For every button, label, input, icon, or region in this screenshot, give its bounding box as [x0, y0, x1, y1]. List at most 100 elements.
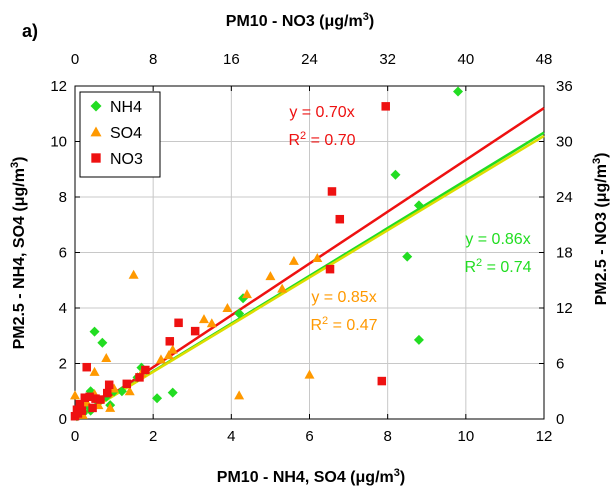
- no3-point: [96, 395, 105, 404]
- no3-point: [75, 399, 85, 409]
- x-top-tick-label: 48: [536, 51, 553, 68]
- nh4-fit-r2: R2 = 0.74: [464, 257, 531, 276]
- nh4-point: [453, 86, 464, 97]
- y-left-title-sup: 3: [9, 162, 21, 168]
- no3-point: [82, 362, 91, 372]
- so4-fit-r2-sup: 2: [322, 315, 328, 327]
- x-bottom-tick-label: 10: [457, 428, 474, 445]
- so4-fit-r2: R2 = 0.47: [310, 315, 377, 334]
- so4-point: [124, 386, 135, 396]
- no3-fit-r2-prefix: R: [288, 132, 300, 149]
- x-top-tick-label: 0: [71, 51, 79, 68]
- y-left-tick-label: 6: [59, 245, 67, 262]
- y-right-title-part2: g/m: [593, 164, 610, 192]
- legend-label-nh4: NH4: [110, 99, 142, 116]
- no3-point: [73, 409, 83, 418]
- so4-point: [277, 283, 288, 293]
- so4-point: [70, 390, 80, 400]
- no3-point: [102, 388, 112, 398]
- x-axis-title-bottom: PM10 - NH4, SO4 (μg/m3): [217, 467, 405, 486]
- no3-point: [335, 214, 345, 224]
- so4-point: [206, 318, 217, 328]
- nh4-fit-r2-sup: 2: [476, 257, 482, 269]
- no3-point: [80, 393, 90, 402]
- nh4-point: [116, 386, 127, 397]
- no3-point: [190, 326, 200, 336]
- x-top-title-part3: ): [369, 13, 374, 30]
- x-top-tick-label: 24: [301, 51, 318, 68]
- no3-fit-line: [74, 107, 545, 421]
- x-top-tick-label: 16: [223, 51, 240, 68]
- legend-marker-no3: [91, 153, 101, 163]
- so4-point: [109, 383, 120, 393]
- nh4-point: [413, 200, 424, 211]
- x-axis-title-top: PM10 - NO3 (μg/m3): [226, 11, 374, 30]
- no3-fit-equation: y = 0.70x: [289, 104, 354, 121]
- so4-point: [304, 369, 315, 379]
- y-right-tick-label: 24: [556, 189, 573, 206]
- so4-point: [163, 350, 174, 360]
- legend-label-no3: NO3: [110, 151, 143, 168]
- nh4-fit-r2-prefix: R: [464, 259, 476, 276]
- x-bottom-tick-label: 8: [383, 428, 391, 445]
- no3-point: [174, 318, 183, 328]
- so4-fit-equation: y = 0.85x: [311, 289, 376, 306]
- nh4-point: [152, 393, 163, 404]
- x-bottom-tick-label: 0: [71, 428, 79, 445]
- no3-point: [88, 403, 97, 413]
- legend-marker-nh4: [90, 100, 102, 112]
- no3-point: [91, 394, 100, 403]
- so4-fit-r2-value: = 0.47: [328, 317, 377, 334]
- x-bottom-tick-label: 12: [536, 428, 553, 445]
- no3-point: [104, 380, 114, 390]
- nh4-point: [97, 337, 108, 348]
- no3-point: [381, 102, 390, 111]
- y-left-tick-label: 0: [59, 411, 67, 428]
- no3-point: [377, 376, 387, 386]
- y-left-tick-label: 12: [50, 78, 67, 95]
- nh4-fit-r2-value: = 0.74: [482, 259, 531, 276]
- no3-point: [85, 392, 94, 402]
- nh4-point: [167, 387, 178, 398]
- nh4-point: [234, 308, 245, 319]
- so4-point: [128, 269, 139, 279]
- y-left-tick-label: 10: [50, 134, 67, 151]
- so4-point: [234, 390, 245, 400]
- x-bottom-tick-label: 4: [227, 428, 235, 445]
- x-top-title-mu: μ: [324, 13, 334, 30]
- y-axis-title-left: PM2.5 - NH4, SO4 (μg/m3): [9, 157, 28, 350]
- no3-fit-r2-value: = 0.70: [306, 132, 355, 149]
- nh4-point: [413, 334, 424, 345]
- no3-point: [325, 264, 335, 274]
- y-right-title-sup: 3: [591, 158, 603, 164]
- no3-fit-r2-sup: 2: [300, 130, 306, 142]
- so4-fit-line: [74, 134, 545, 421]
- x-top-tick-label: 32: [379, 51, 396, 68]
- so4-point: [89, 366, 100, 376]
- x-top-tick-label: 8: [149, 51, 157, 68]
- y-right-tick-label: 30: [556, 134, 573, 151]
- x-bottom-tick-label: 6: [305, 428, 313, 445]
- y-right-title-part3: ): [593, 153, 610, 158]
- y-right-tick-label: 0: [556, 411, 564, 428]
- y-left-title-part1: PM2.5 - NH4, SO4 (: [11, 206, 28, 350]
- x-bottom-tick-label: 2: [149, 428, 157, 445]
- no3-point: [141, 365, 150, 375]
- no3-point: [122, 379, 132, 389]
- so4-point: [198, 314, 209, 324]
- nh4-point: [402, 251, 413, 262]
- no3-point: [327, 187, 337, 196]
- y-left-tick-label: 4: [59, 300, 67, 317]
- nh4-point: [390, 169, 401, 180]
- so4-point: [241, 289, 252, 299]
- legend-label-so4: SO4: [110, 125, 142, 142]
- y-right-tick-label: 18: [556, 245, 573, 262]
- fit-lines: [74, 107, 545, 421]
- so4-point: [167, 344, 178, 354]
- so4-point: [101, 352, 112, 362]
- data-points: [70, 86, 464, 422]
- x-bottom-title-sup: 3: [394, 467, 400, 479]
